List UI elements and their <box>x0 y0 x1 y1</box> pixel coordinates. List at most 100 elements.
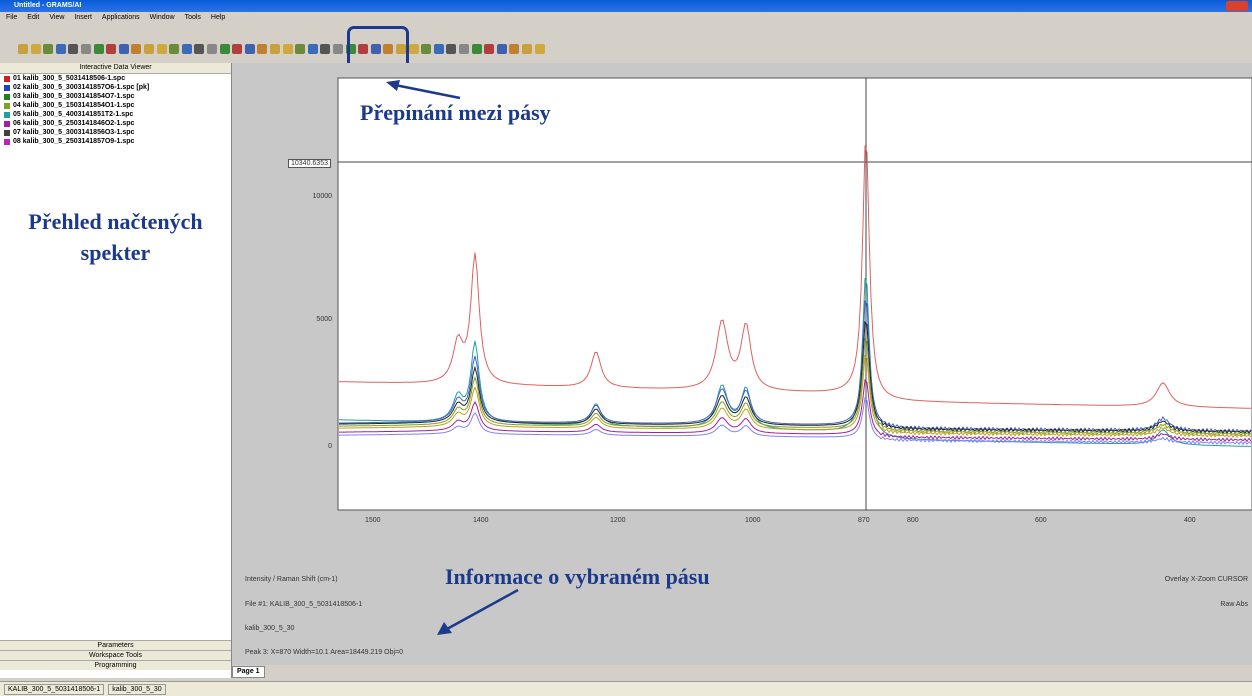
file-color <box>4 75 10 82</box>
info-name: kalib_300_5_30 <box>245 625 295 632</box>
toolbar-button[interactable] <box>446 44 457 54</box>
spectrum-trace <box>338 320 1252 435</box>
toolbar-button[interactable] <box>484 44 495 54</box>
menu-item[interactable]: Edit <box>27 14 40 21</box>
toolbar-button[interactable] <box>433 44 444 54</box>
plot-frame <box>337 77 1252 511</box>
file-name[interactable]: 03 kalib_300_5_3003141854O7-1.spc <box>13 93 135 100</box>
viewer-tabs: Parameters Workspace Tools Programming <box>0 640 231 670</box>
file-color <box>4 111 10 118</box>
toolbar-button[interactable] <box>30 44 41 54</box>
status-field: KALIB_300_5_5031418506-1 <box>4 683 105 695</box>
toolbar-button[interactable] <box>144 44 154 54</box>
toolbar-button[interactable] <box>219 44 230 54</box>
x-tick-label: 600 <box>1035 517 1047 524</box>
toolbar-button[interactable] <box>106 44 117 54</box>
toolbar-button[interactable] <box>257 44 268 54</box>
file-name[interactable]: 04 kalib_300_5_1503141854O1-1.spc <box>13 102 135 109</box>
toolbar-button[interactable] <box>408 44 419 54</box>
viewer-tab[interactable]: Programming <box>0 660 231 670</box>
x-tick-label: 870 <box>858 517 870 524</box>
toolbar-button[interactable] <box>156 44 167 54</box>
toolbar-button[interactable] <box>131 44 142 54</box>
toolbar-button[interactable] <box>370 44 381 54</box>
toolbar-button[interactable] <box>43 44 54 54</box>
arrow <box>394 83 461 100</box>
toolbar-button[interactable] <box>169 44 180 54</box>
close-button[interactable] <box>1226 1 1248 11</box>
spectra <box>338 145 1252 447</box>
menu-item[interactable]: Applications <box>101 14 140 21</box>
menu-item[interactable]: Tools <box>184 14 201 21</box>
menu-item[interactable]: Window <box>149 14 175 21</box>
toolbar-button[interactable] <box>232 44 243 54</box>
x-tick-label: 800 <box>907 517 919 524</box>
file-entry[interactable]: 05 kalib_300_5_4003141851T2-1.spc <box>0 110 231 119</box>
annotation: Přepínání mezi pásy <box>360 100 551 125</box>
file-entry[interactable]: 02 kalib_300_5_3003141857O6-1.spc [pk] <box>0 83 231 92</box>
file-color <box>4 84 10 91</box>
file-name[interactable]: 08 kalib_300_5_2503141857O9-1.spc <box>13 138 135 145</box>
arrow-head <box>437 622 452 635</box>
status-bar: KALIB_300_5_5031418506-1 kalib_300_5_30 <box>0 681 1252 696</box>
viewer-tab[interactable]: Parameters <box>0 640 231 650</box>
file-name[interactable]: 01 kalib_300_5_5031418506-1.spc <box>13 75 126 82</box>
toolbar-button[interactable] <box>509 44 520 54</box>
annotation: Informace o vybraném pásu <box>445 564 710 589</box>
toolbar-button[interactable] <box>396 44 406 54</box>
toolbar-button[interactable] <box>471 44 482 54</box>
toolbar-button[interactable] <box>270 44 280 54</box>
file-entry[interactable]: 04 kalib_300_5_1503141854O1-1.spc <box>0 101 231 110</box>
data-viewer: Interactive Data Viewer 01 kalib_300_5_5… <box>0 63 232 678</box>
window-title: Untitled - GRAMS/AI <box>14 2 82 9</box>
spectrum-trace <box>339 354 1252 439</box>
y-tick-label: 0 <box>328 443 332 450</box>
toolbar-button[interactable] <box>181 44 192 54</box>
file-entry[interactable]: 01 kalib_300_5_5031418506-1.spc <box>0 74 231 83</box>
toolbar-button[interactable] <box>459 44 469 54</box>
toolbar-button[interactable] <box>307 44 318 54</box>
toolbar-button[interactable] <box>93 44 104 54</box>
file-name[interactable]: 05 kalib_300_5_4003141851T2-1.spc <box>13 111 134 118</box>
file-entry[interactable]: 03 kalib_300_5_3003141854O7-1.spc <box>0 92 231 101</box>
toolbar-button[interactable] <box>81 44 91 54</box>
toolbar-button[interactable] <box>358 44 369 54</box>
toolbar-button[interactable] <box>295 44 306 54</box>
toolbar-button[interactable] <box>421 44 432 54</box>
file-entry[interactable]: 06 kalib_300_5_2503141846O2-1.spc <box>0 119 231 128</box>
file-name[interactable]: 07 kalib_300_5_3003141856O3-1.spc <box>13 129 135 136</box>
file-entry[interactable]: 08 kalib_300_5_2503141857O9-1.spc <box>0 137 231 146</box>
toolbar-button[interactable] <box>68 44 79 54</box>
toolbar-button[interactable] <box>244 44 255 54</box>
x-tick-label: 400 <box>1184 517 1196 524</box>
toolbar-button[interactable] <box>345 44 356 54</box>
toolbar-button[interactable] <box>282 44 293 54</box>
viewer-tab[interactable]: Workspace Tools <box>0 650 231 660</box>
page-tab[interactable]: Page 1 <box>232 666 265 678</box>
toolbar-button[interactable] <box>534 44 545 54</box>
toolbar-button[interactable] <box>194 44 205 54</box>
toolbar-button[interactable] <box>522 44 532 54</box>
x-tick-label: 1400 <box>473 517 489 524</box>
toolbar-button[interactable] <box>320 44 331 54</box>
file-entry[interactable]: 07 kalib_300_5_3003141856O3-1.spc <box>0 128 231 137</box>
toolbar-button[interactable] <box>18 44 28 54</box>
toolbar-button[interactable] <box>333 44 343 54</box>
file-name[interactable]: 06 kalib_300_5_2503141846O2-1.spc <box>13 120 135 127</box>
menu-item[interactable]: Insert <box>74 14 92 21</box>
file-name[interactable]: 02 kalib_300_5_3003141857O6-1.spc [pk] <box>13 84 150 91</box>
menu-item[interactable]: Help <box>210 14 226 21</box>
title-bar: Untitled - GRAMS/AI <box>0 0 1252 12</box>
toolbar-button[interactable] <box>383 44 394 54</box>
toolbar-button[interactable] <box>496 44 507 54</box>
toolbar-button[interactable] <box>55 44 66 54</box>
toolbar-button[interactable] <box>207 44 217 54</box>
menu-item[interactable]: View <box>49 14 65 21</box>
toolbar-button[interactable] <box>118 44 129 54</box>
arrow <box>446 588 519 631</box>
menu-item[interactable]: File <box>6 14 18 21</box>
y-tick-label: 5000 <box>316 316 332 323</box>
file-color <box>4 120 10 127</box>
